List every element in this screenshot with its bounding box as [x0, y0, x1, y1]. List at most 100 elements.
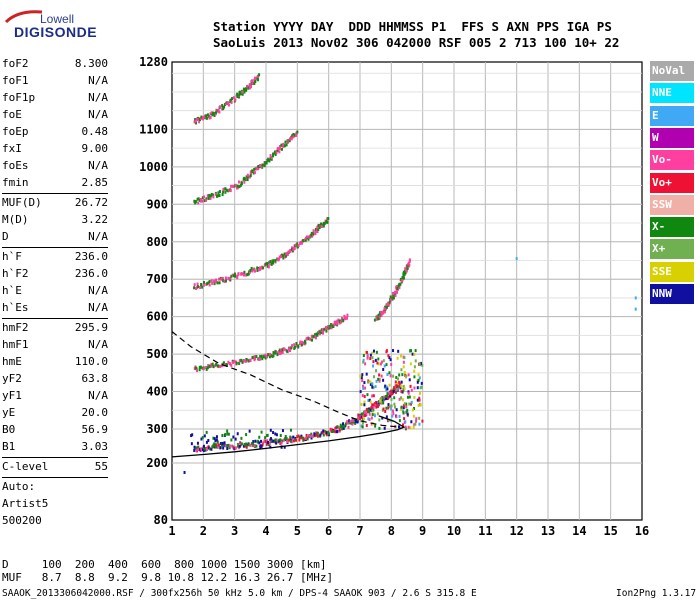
trace-point: [227, 443, 230, 447]
trace-point: [342, 426, 345, 430]
spread-point: [405, 410, 408, 414]
trace-point: [211, 281, 214, 285]
low-trace-point: [281, 429, 284, 433]
trace-point: [278, 150, 281, 154]
param-row: h`E N/A: [2, 283, 108, 299]
low-trace-point: [221, 441, 224, 445]
spread-point: [419, 361, 422, 365]
spread-point: [420, 381, 423, 385]
spread-point: [407, 373, 410, 377]
trace-point: [352, 420, 355, 424]
trace-point: [318, 332, 321, 336]
low-trace-point: [260, 430, 263, 434]
spread-point: [378, 379, 381, 383]
param-row: foE N/A: [2, 107, 108, 123]
trace-point: [275, 151, 278, 155]
trace-point: [295, 133, 298, 137]
legend-item: Vo+: [650, 172, 694, 193]
trace-point: [248, 359, 251, 363]
trace-point: [282, 256, 285, 260]
trace-point: [343, 425, 346, 429]
trace-point: [291, 344, 294, 348]
trace-point: [394, 293, 397, 297]
spread-point: [385, 415, 388, 419]
trace-point: [217, 108, 220, 112]
param-key: foE: [2, 108, 22, 121]
trace-point: [205, 367, 208, 371]
trace-point: [267, 353, 270, 357]
trace-point: [251, 79, 254, 83]
trace-point: [218, 193, 221, 197]
trace-point: [310, 436, 313, 440]
trace-point: [228, 446, 231, 450]
spread-point: [402, 404, 405, 408]
trace-point: [304, 436, 307, 440]
trace-point: [249, 174, 252, 178]
trace-point: [238, 93, 241, 97]
trace-point: [343, 315, 346, 319]
param-separator: [2, 457, 108, 458]
trace-point: [243, 270, 246, 274]
trace-point: [289, 249, 292, 253]
trace-point: [316, 431, 319, 435]
param-key: h`E: [2, 284, 22, 297]
trace-point: [210, 362, 213, 366]
spread-point: [376, 412, 379, 416]
trace-point: [221, 276, 224, 280]
param-value: 295.9: [74, 321, 108, 334]
trace-point: [389, 295, 392, 299]
param-key: h`F2: [2, 267, 29, 280]
spread-point: [363, 381, 366, 385]
param-value: N/A: [88, 338, 108, 351]
low-trace-point: [274, 438, 277, 442]
trace-point: [272, 354, 275, 358]
spread-point: [418, 391, 421, 395]
trace-point: [225, 363, 228, 367]
trace-point: [215, 362, 218, 366]
param-value: N/A: [88, 74, 108, 87]
spread-point: [377, 377, 380, 381]
trace-point: [216, 281, 219, 285]
trace-point: [320, 222, 323, 226]
trace-point: [329, 326, 332, 330]
spread-point: [387, 403, 390, 407]
spread-point: [363, 400, 366, 404]
trace-point: [305, 236, 308, 240]
spread-point: [361, 379, 364, 383]
trace-point: [317, 223, 320, 227]
trace-point: [218, 281, 221, 285]
trace-point: [235, 94, 238, 98]
trace-point: [319, 330, 322, 334]
spread-point: [362, 358, 365, 362]
trace-point: [391, 389, 394, 393]
trace-point: [195, 286, 198, 290]
param-value: N/A: [88, 389, 108, 402]
low-trace-point: [212, 443, 215, 447]
legend-item: NoVal: [650, 61, 694, 81]
param-key: yF1: [2, 389, 22, 402]
trace-point: [380, 310, 383, 314]
spread-point: [395, 415, 398, 419]
spread-point: [400, 354, 403, 358]
param-row: foF1p N/A: [2, 90, 108, 106]
trace-point: [291, 134, 294, 138]
spread-point: [408, 395, 411, 399]
trace-point: [386, 394, 389, 398]
trace-point: [341, 316, 344, 320]
trace-point: [230, 274, 233, 278]
trace-point: [251, 269, 254, 273]
trace-point: [272, 351, 275, 355]
legend-item: E: [650, 105, 694, 126]
spread-point: [397, 425, 400, 429]
trace-point: [241, 360, 244, 364]
spread-point: [361, 425, 364, 429]
muf-row: MUF 8.7 8.8 9.2 9.8 10.8 12.2 16.3 26.7 …: [2, 571, 334, 584]
spread-point: [369, 382, 372, 386]
trace-point: [280, 348, 283, 352]
trace-point: [212, 195, 215, 199]
trace-point: [264, 262, 267, 266]
spread-point: [384, 384, 387, 388]
trace-point: [276, 148, 279, 152]
spread-point: [377, 362, 380, 366]
low-trace-point: [264, 436, 267, 440]
